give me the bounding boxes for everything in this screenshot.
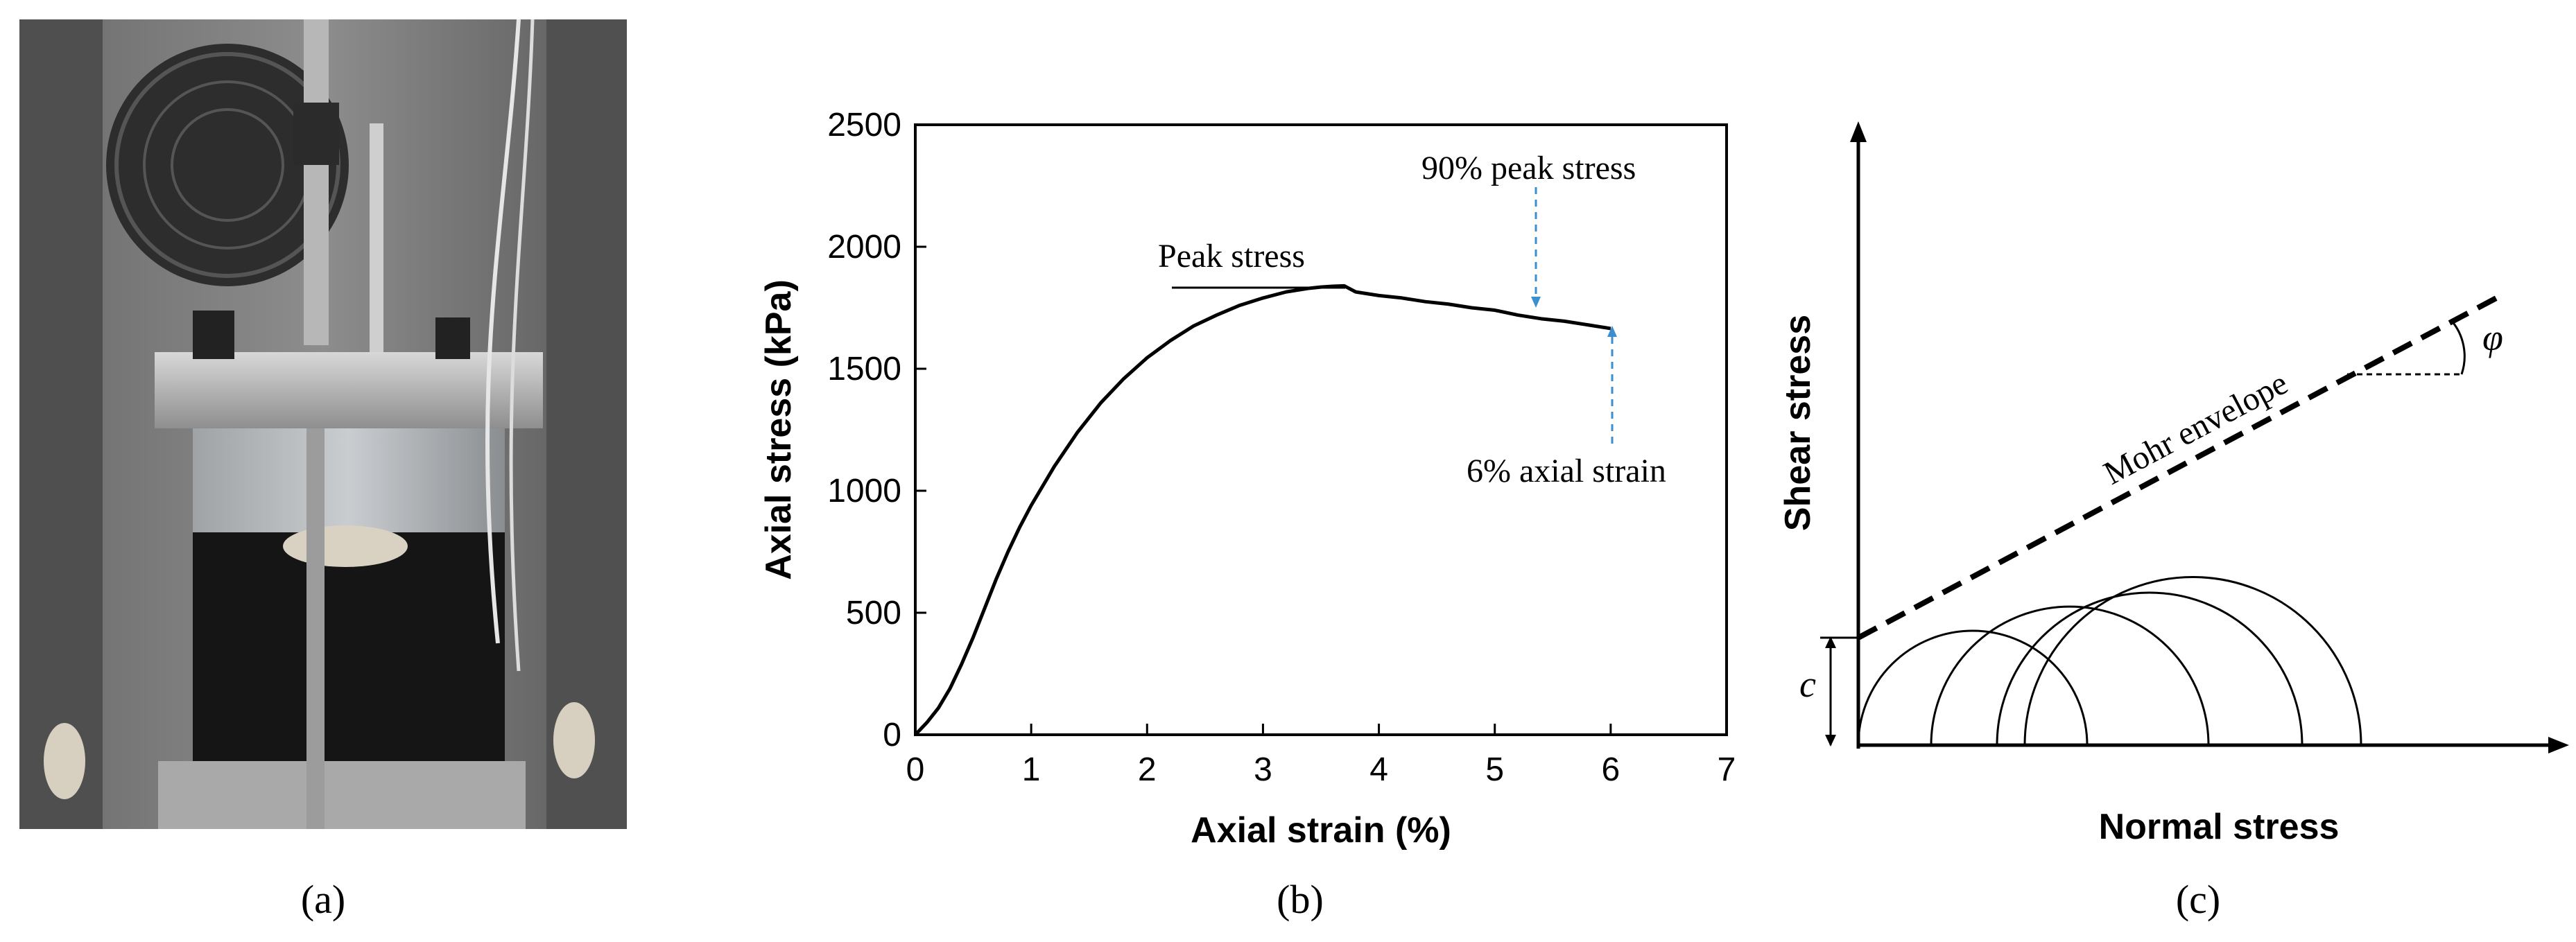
- cohesion-arrow-top: [1825, 636, 1836, 648]
- y-tick-label: 500: [846, 595, 901, 631]
- normal-axis-arrowhead: [2548, 737, 2569, 753]
- caption-a: (a): [300, 877, 346, 922]
- x-tick-label: 7: [1718, 751, 1736, 788]
- caption-b: (b): [1277, 877, 1324, 922]
- mohr-envelope-label: Mohr envelope: [2098, 365, 2294, 492]
- ninety-peak-label: 90% peak stress: [1421, 150, 1636, 186]
- cohesion-arrow-bottom: [1825, 735, 1836, 747]
- panel-a: (a): [0, 0, 652, 939]
- triaxial-apparatus-photo: [19, 19, 627, 829]
- phi-label: φ: [2482, 317, 2503, 358]
- caption-c: (c): [2175, 877, 2221, 922]
- ninety-arrow-head: [1531, 297, 1541, 308]
- panel-b: 0 1 2 3 4 5 6 7 0 500 1000 1500 2000 2500 Axial strai…: [756, 0, 1761, 939]
- six-percent-strain-label: 6% axial strain: [1467, 453, 1666, 489]
- mohr-circle-1: [1857, 629, 2089, 746]
- y-tick-label: 2000: [827, 229, 901, 265]
- shear-stress-label: Shear stress: [1778, 315, 1818, 531]
- cohesion-label: c: [1799, 663, 1816, 705]
- x-tick-label: 5: [1485, 751, 1504, 788]
- strain-arrow-head: [1607, 326, 1617, 337]
- phi-arc: [2450, 320, 2466, 375]
- x-tick-label: 4: [1369, 751, 1388, 788]
- y-tick-label: 2500: [827, 107, 901, 143]
- mohr-envelope-line: [1857, 295, 2498, 640]
- x-tick-label: 3: [1254, 751, 1272, 788]
- y-tick-label: 0: [883, 717, 901, 753]
- x-tick-label: 2: [1138, 751, 1157, 788]
- peak-stress-label: Peak stress: [1158, 238, 1305, 274]
- x-tick-label: 1: [1022, 751, 1041, 788]
- x-tick-label: 6: [1602, 751, 1620, 788]
- y-tick-label: 1000: [827, 473, 901, 509]
- apparatus-illustration: [19, 19, 627, 829]
- stress-strain-curve: [914, 284, 1611, 736]
- panel-c: c φ Mohr envelope Normal stress Shear st…: [1761, 0, 2576, 939]
- y-axis-label: Axial stress (kPa): [759, 279, 799, 580]
- x-axis-label: Axial strain (%): [1191, 810, 1451, 851]
- mohr-circle-2: [1930, 605, 2210, 746]
- normal-stress-label: Normal stress: [2099, 807, 2340, 847]
- plot-frame: [914, 123, 1728, 736]
- shear-axis-arrowhead: [1850, 121, 1867, 142]
- x-tick-label: 0: [906, 751, 925, 788]
- mohr-circle-diagram: c φ Mohr envelope Normal stress Shear st…: [1778, 121, 2569, 847]
- mohr-circle-3: [1996, 591, 2303, 746]
- y-tick-label: 1500: [827, 351, 901, 387]
- mohr-circle-4: [2023, 576, 2362, 746]
- stress-strain-chart: 0 1 2 3 4 5 6 7 0 500 1000 1500 2000 2500 Axial strai…: [759, 107, 1736, 851]
